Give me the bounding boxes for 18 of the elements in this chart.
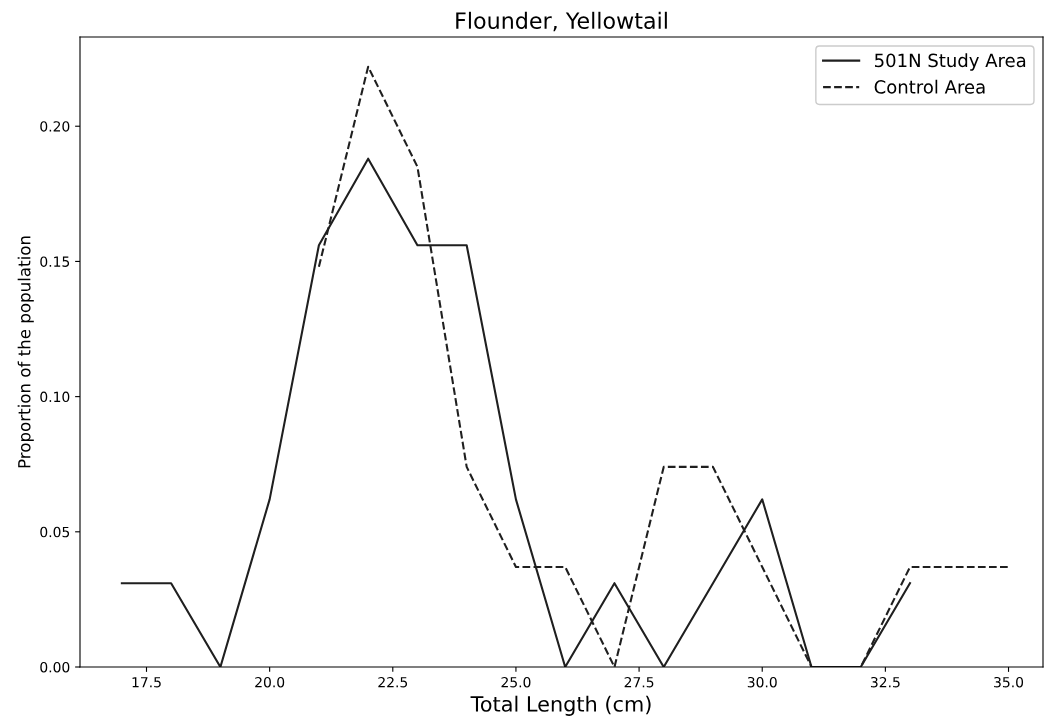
y-tick-label: 0.20 <box>40 121 70 132</box>
y-axis-title: Proportion of the population <box>17 236 34 468</box>
legend-label: 501N Study Area <box>875 53 1026 71</box>
chart-title: Flounder, Yellowtail <box>456 11 667 32</box>
x-tick-label: 17.5 <box>132 677 161 688</box>
y-tick-label: 0.00 <box>40 661 70 673</box>
y-tick-label: 0.15 <box>40 256 70 267</box>
x-tick-label: 35.0 <box>994 676 1024 688</box>
x-tick-label: 32.5 <box>870 676 900 688</box>
x-tick-label: 25.0 <box>501 676 531 688</box>
x-tick-label: 27.5 <box>624 676 654 688</box>
x-axis-title: Total Length (cm) <box>470 695 651 716</box>
x-tick-label: 20.0 <box>255 676 285 688</box>
y-tick-label: 0.10 <box>40 391 70 403</box>
x-tick-label: 30.0 <box>747 676 777 688</box>
y-tick-label: 0.05 <box>40 526 70 538</box>
legend-label: Control Area <box>874 79 985 94</box>
x-tick-label: 22.5 <box>378 676 408 688</box>
